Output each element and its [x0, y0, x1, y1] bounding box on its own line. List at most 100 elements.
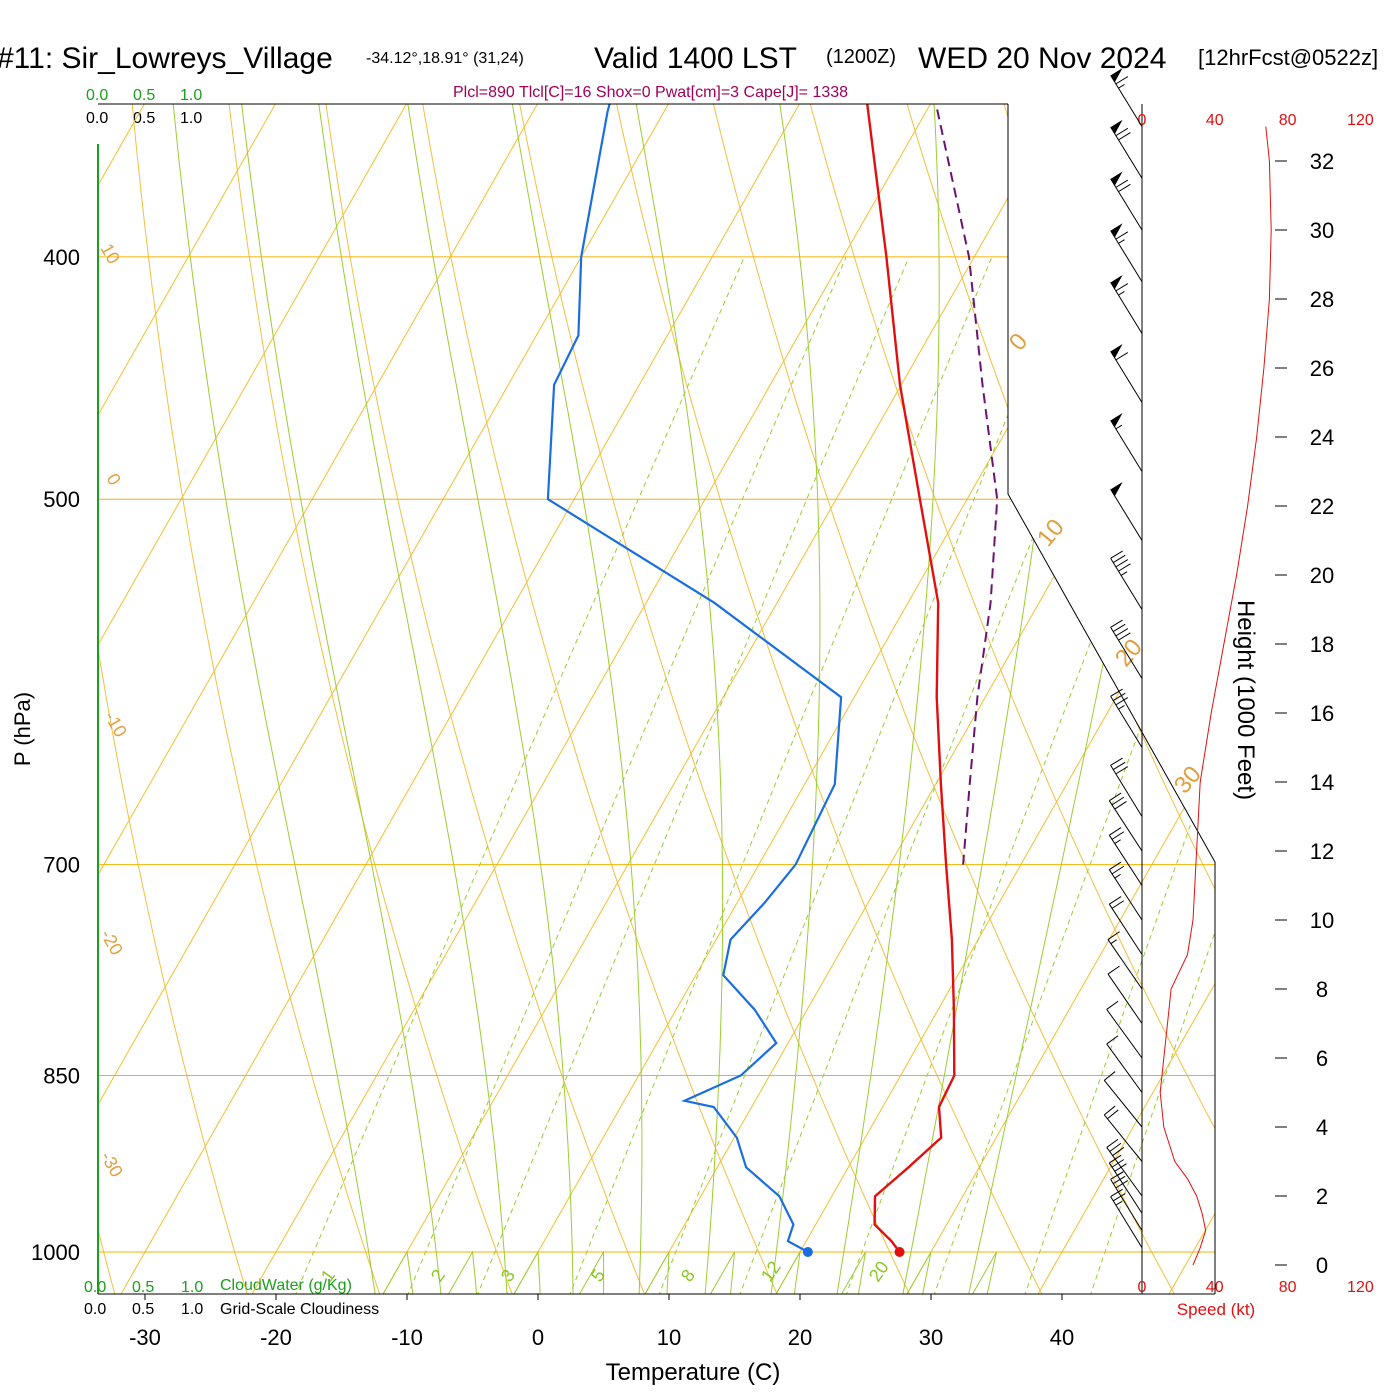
- wind-barb-half-feather: [1110, 939, 1117, 945]
- sounding-params: Plcl=890 Tlcl[C]=16 Shox=0 Pwat[cm]=3 Ca…: [453, 84, 848, 101]
- dry-adiabat-label: -10: [101, 708, 131, 741]
- station-title: #11: Sir_Lowreys_Village: [0, 42, 333, 75]
- wind-barb-pennant: [1110, 275, 1123, 290]
- date-label: WED 20 Nov 2024: [918, 42, 1166, 75]
- wind-barb-staff: [1103, 1080, 1143, 1128]
- isotherm-line: [98, 104, 112, 1294]
- wind-barb-feather: [1115, 76, 1129, 85]
- wind-barb-half-feather: [1118, 239, 1125, 244]
- moist-adiabat-line: [278, 104, 542, 1294]
- wind-barb-pennant: [1110, 413, 1123, 428]
- wind-layer: [1103, 68, 1272, 1266]
- wind-barb-pennant: [1110, 68, 1123, 83]
- profile-layer: [507, 104, 999, 1257]
- isotherm-line: [98, 104, 767, 1294]
- wind-barb-feather: [1113, 692, 1126, 702]
- wind-barb: [1110, 550, 1143, 610]
- mixing-ratio-line: [403, 256, 847, 1294]
- cloudiness-label: Grid-Scale Cloudiness: [220, 1301, 379, 1318]
- valid-label: Valid 1400 LST: [594, 42, 797, 75]
- wind-barb: [1103, 1105, 1143, 1162]
- dry-adiabat-label: 0: [103, 470, 125, 489]
- x-tick-label: 0: [532, 1325, 544, 1350]
- wind-barb-feather: [1113, 1193, 1126, 1202]
- height-tick-label: 18: [1310, 632, 1334, 657]
- wind-barb-feather: [1113, 623, 1126, 633]
- wind-barb-half-feather: [1120, 571, 1128, 576]
- dry-adiabat-label: -20: [97, 926, 127, 959]
- moist-adiabat-line: [834, 104, 940, 1294]
- wind-barb-feather: [1115, 231, 1129, 240]
- mixing-ratio-line: [930, 256, 1215, 1294]
- height-tick-label: 12: [1310, 839, 1334, 864]
- x-tick-label: 10: [657, 1325, 681, 1350]
- wind-barb-staff: [1110, 627, 1143, 679]
- parcel-line: [850, 104, 999, 865]
- height-tick-label: 16: [1310, 701, 1334, 726]
- pressure-tick-label: 1000: [31, 1240, 80, 1265]
- mixing-ratio-label: 5: [587, 1266, 609, 1286]
- dry-adiabat-line: [108, 104, 384, 1294]
- isotherm-line: [98, 104, 243, 1294]
- wind-barb-staff: [1106, 1009, 1143, 1059]
- height-tick-label: 30: [1310, 218, 1334, 243]
- wind-barb: [1110, 68, 1143, 127]
- dry-adiabat-line: [805, 104, 1215, 1294]
- top-black-scale-0: 0.0: [86, 110, 108, 127]
- dry-adiabat-label: 10: [97, 240, 124, 267]
- wind-barb-feather: [1113, 761, 1126, 771]
- wind-barb-feather: [1115, 697, 1129, 706]
- speed-tick-label-bottom: 80: [1279, 1279, 1297, 1296]
- wind-barb-feather: [1106, 1000, 1119, 1010]
- wind-barb: [1110, 223, 1143, 283]
- isotherm-line: [114, 104, 1029, 1294]
- wind-barb-feather: [1112, 1146, 1125, 1156]
- top-black-scale-2: 1.0: [180, 110, 202, 127]
- wind-barb-feather: [1113, 1175, 1126, 1185]
- height-tick-label: 28: [1310, 287, 1334, 312]
- wind-barb-feather: [1114, 1163, 1127, 1172]
- forecast-label: [12hrFcst@0522z]: [1198, 45, 1378, 70]
- mixing-ratio-line: [565, 256, 993, 1294]
- wind-barb-staff: [1108, 1162, 1143, 1214]
- top-green-scale-2: 1.0: [180, 87, 202, 104]
- isotherm-label: 30: [1169, 761, 1207, 799]
- wind-barb-pennant: [1110, 344, 1123, 359]
- isotherm-line: [638, 104, 1215, 1294]
- x-tick-label: -30: [129, 1325, 161, 1350]
- wind-barb-feather: [1115, 283, 1129, 292]
- wind-barb-feather: [1111, 831, 1125, 840]
- wind-barb-staff: [1110, 765, 1143, 817]
- wind-barb-feather: [1107, 965, 1120, 975]
- wind-barb-pennant: [1110, 482, 1123, 497]
- wind-barb: [1110, 688, 1143, 748]
- wind-barb-feather: [1111, 900, 1125, 909]
- wind-barb-feather: [1110, 688, 1123, 697]
- wind-barb-feather: [1115, 1180, 1129, 1189]
- wind-barb-half-feather: [1118, 705, 1125, 710]
- pressure-tick-label: 700: [43, 853, 80, 878]
- mixing-ratio-line: [735, 256, 1145, 1294]
- wind-barb: [1106, 1138, 1143, 1197]
- speed-tick-label-top: 80: [1279, 112, 1297, 129]
- plot-frame-right: [1007, 104, 1216, 1294]
- height-axis-title: Height (1000 Feet): [1232, 600, 1259, 800]
- wind-barb-staff: [1110, 420, 1143, 472]
- x-tick-label: 40: [1050, 1325, 1074, 1350]
- temperature-line: [825, 104, 956, 1253]
- wind-barb-feather: [1111, 796, 1125, 806]
- wind-barb-feather: [1103, 1071, 1116, 1081]
- wind-barb-feather: [1111, 865, 1125, 875]
- mixing-ratio-label: 20: [865, 1257, 893, 1285]
- wind-barb-half-feather: [1114, 873, 1121, 879]
- wind-barb: [1103, 1071, 1143, 1128]
- height-tick-label: 32: [1310, 149, 1334, 174]
- wind-barb: [1106, 1035, 1143, 1093]
- dry-adiabat-line: [631, 104, 1181, 1294]
- wind-barb-feather: [1115, 127, 1129, 137]
- wind-barb-feather: [1109, 1142, 1122, 1152]
- height-tick-label: 20: [1310, 563, 1334, 588]
- dry-adiabat-line: [282, 104, 650, 1294]
- wind-barb: [1110, 344, 1143, 403]
- moist-adiabat-line: [454, 104, 670, 1294]
